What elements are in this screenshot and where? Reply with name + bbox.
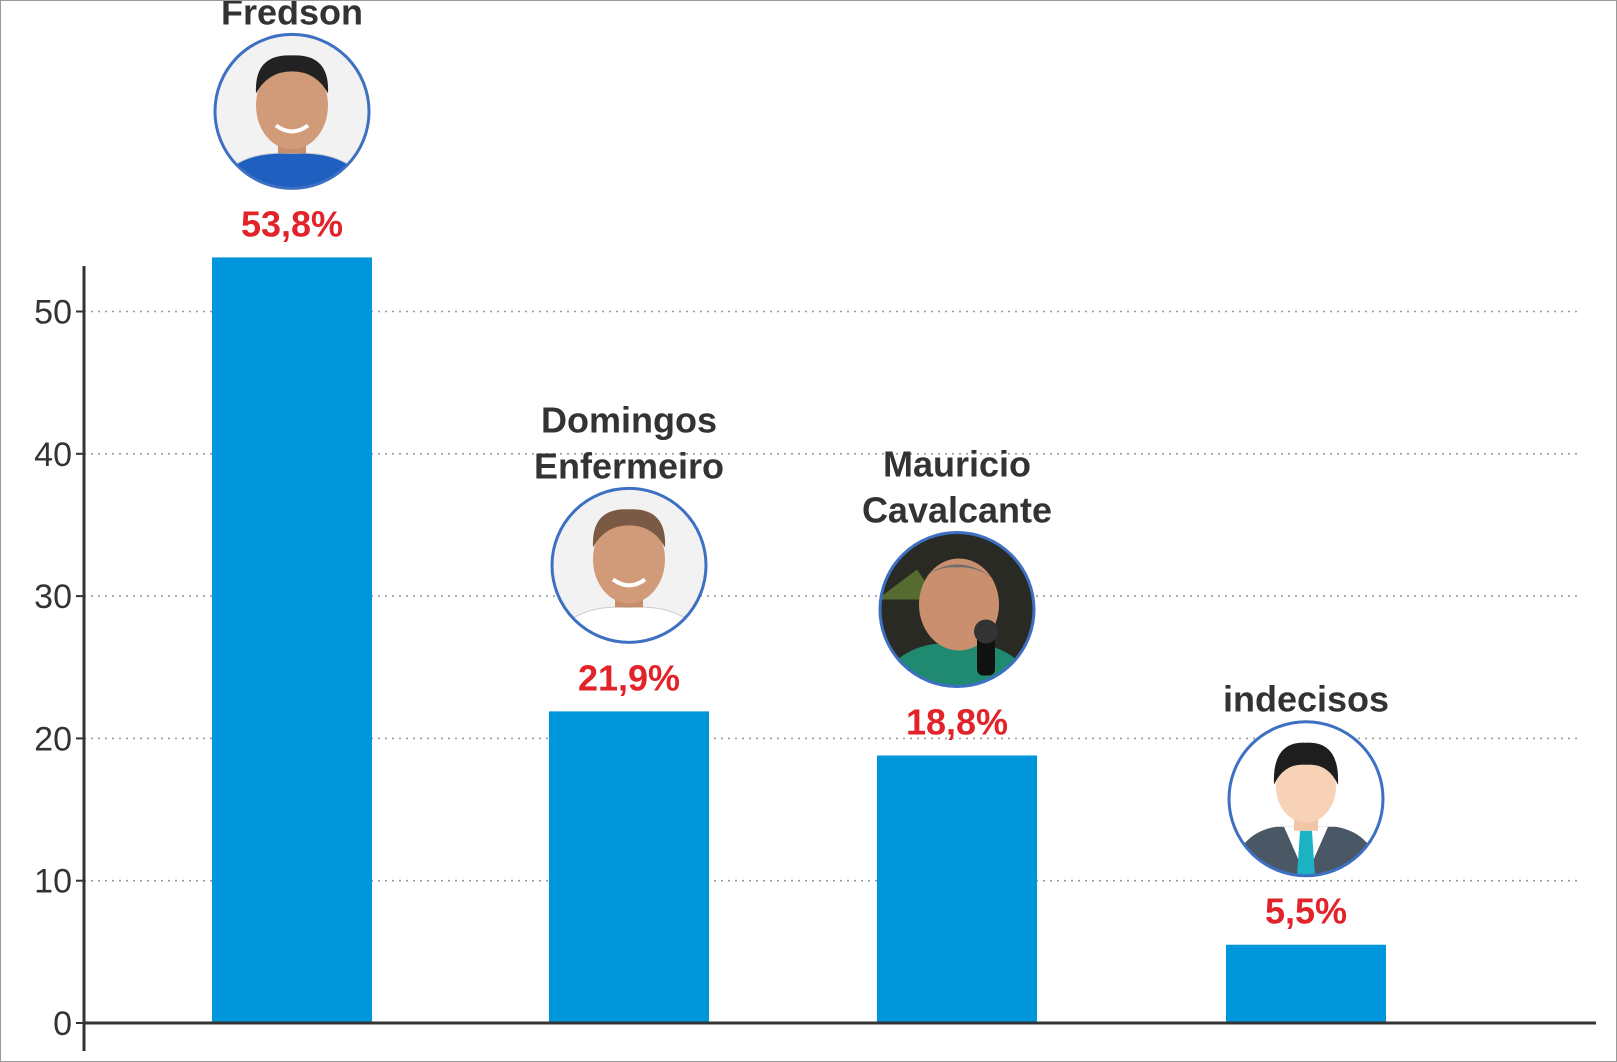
axes (76, 266, 1596, 1051)
y-tick-label: 30 (34, 578, 72, 616)
avatar-ring (213, 32, 371, 190)
category-label: indecisos (1223, 679, 1389, 720)
y-tick-labels: 0 10 20 30 40 50 (34, 294, 72, 1044)
y-tick-label: 10 (34, 863, 72, 901)
avatar-ring (550, 486, 708, 644)
value-label: 21,9% (578, 657, 680, 698)
avatar-ring (1227, 720, 1385, 878)
bar (549, 711, 709, 1023)
category-label: Enfermeiro (534, 445, 724, 486)
bar-labels: 53,8% Fredson 21,9% Domingos Enfermeiro 18,8%… (213, 1, 1389, 932)
value-label: 53,8% (241, 203, 343, 244)
value-label: 5,5% (1265, 891, 1347, 932)
bar (212, 257, 372, 1023)
y-tick-label: 0 (53, 1005, 72, 1043)
bar (877, 755, 1037, 1023)
man-portrait-icon (550, 486, 708, 644)
y-tick-label: 20 (34, 720, 72, 758)
man-portrait-icon (213, 32, 371, 190)
y-tick-label: 40 (34, 436, 72, 474)
bar (1226, 944, 1386, 1023)
generic-person-icon (1227, 720, 1385, 878)
y-tick-label: 50 (34, 294, 72, 332)
man-with-microphone-icon (878, 530, 1036, 688)
value-label: 18,8% (906, 701, 1008, 742)
category-label: Domingos (541, 399, 717, 440)
bars (212, 257, 1386, 1023)
category-label: Cavalcante (862, 489, 1052, 530)
category-label: Fredson (221, 1, 363, 32)
category-label: Mauricio (883, 443, 1031, 484)
avatar-ring (878, 530, 1036, 688)
